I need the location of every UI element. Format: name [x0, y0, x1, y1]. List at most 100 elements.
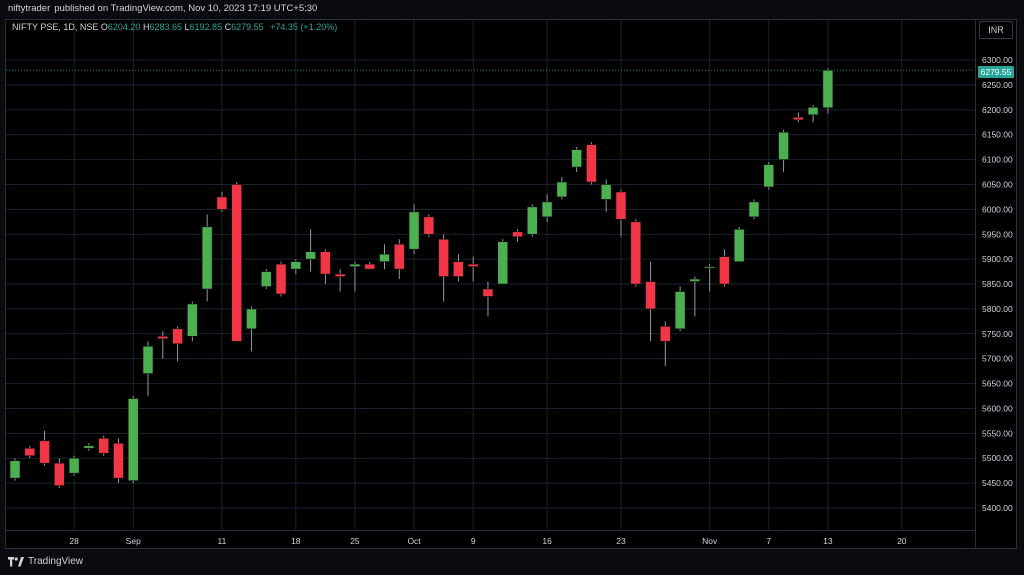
candle[interactable]	[541, 194, 553, 222]
candle-body	[68, 457, 80, 474]
candle[interactable]	[275, 261, 287, 297]
candle[interactable]	[778, 129, 789, 173]
candle[interactable]	[408, 204, 420, 255]
symbol-label[interactable]: NIFTY PSE, 1D, NSE	[12, 22, 99, 32]
y-tick-label: 5950.00	[982, 229, 1013, 239]
candle-body	[290, 261, 302, 270]
currency-button[interactable]: INR	[979, 21, 1013, 39]
candle[interactable]	[630, 219, 642, 287]
candle[interactable]	[793, 112, 804, 123]
candle-body	[98, 438, 109, 454]
candle[interactable]	[556, 177, 568, 200]
candle[interactable]	[482, 281, 494, 317]
candle-body	[216, 196, 228, 210]
candle[interactable]	[260, 269, 272, 290]
candle[interactable]	[305, 229, 316, 272]
candle[interactable]	[68, 455, 80, 476]
candle[interactable]	[571, 147, 582, 173]
chart-legend: NIFTY PSE, 1D, NSE O6204.20 H6283.65 L61…	[12, 22, 337, 32]
candle[interactable]	[645, 261, 656, 342]
candle[interactable]	[54, 458, 65, 489]
candle-body	[260, 271, 272, 287]
candle[interactable]	[719, 249, 730, 287]
candle[interactable]	[822, 68, 834, 114]
candle[interactable]	[320, 249, 331, 285]
tradingview-logo-icon[interactable]	[8, 556, 24, 567]
candle[interactable]	[586, 142, 597, 185]
y-tick-label: 5400.00	[982, 503, 1013, 513]
candle[interactable]	[349, 261, 361, 292]
candle-body	[822, 69, 834, 109]
candle[interactable]	[526, 204, 538, 237]
candle[interactable]	[231, 182, 242, 342]
candle[interactable]	[674, 286, 686, 332]
candle-body	[423, 216, 435, 235]
candle-body	[571, 149, 582, 168]
candle[interactable]	[364, 261, 376, 270]
candle-body	[645, 281, 656, 310]
candle[interactable]	[216, 191, 228, 212]
candle[interactable]	[142, 341, 154, 397]
candle[interactable]	[246, 306, 257, 352]
candle[interactable]	[127, 396, 139, 484]
candle[interactable]	[393, 239, 405, 280]
candle-body	[157, 335, 169, 340]
candle[interactable]	[423, 214, 435, 237]
candle[interactable]	[290, 259, 302, 275]
y-tick-label: 5650.00	[982, 379, 1013, 389]
candle[interactable]	[512, 229, 523, 242]
candle-body	[142, 345, 154, 374]
candle-body	[733, 228, 745, 262]
candle-body	[807, 107, 819, 116]
candle[interactable]	[748, 199, 760, 220]
candle[interactable]	[187, 301, 198, 342]
low-label: L	[184, 22, 190, 32]
candle[interactable]	[600, 179, 612, 212]
candle[interactable]	[334, 269, 346, 292]
y-tick-label: 5700.00	[982, 354, 1013, 364]
candle[interactable]	[24, 445, 36, 459]
close-value: 6279.55	[231, 22, 264, 32]
candle[interactable]	[438, 234, 449, 302]
candle-body	[364, 263, 376, 270]
candle[interactable]	[157, 331, 169, 359]
footer-brand[interactable]: TradingView	[28, 556, 84, 567]
candle[interactable]	[83, 443, 95, 451]
candle[interactable]	[704, 264, 715, 292]
x-tick-label: Sep	[126, 536, 141, 546]
candle[interactable]	[467, 256, 479, 282]
high-label: H	[142, 22, 150, 32]
candle-body	[9, 460, 21, 479]
candle-body	[467, 263, 479, 267]
candle[interactable]	[453, 254, 464, 282]
candle[interactable]	[113, 438, 124, 484]
candle[interactable]	[201, 214, 213, 302]
author-name[interactable]: niftytrader	[8, 3, 51, 14]
candle-body	[172, 328, 183, 345]
x-tick-label: 18	[291, 536, 301, 546]
candle[interactable]	[379, 244, 390, 270]
x-tick-label: 23	[616, 536, 626, 546]
y-tick-label: 5550.00	[982, 428, 1013, 438]
y-tick-label: 5450.00	[982, 478, 1013, 488]
y-tick-label: 6300.00	[982, 55, 1013, 65]
publish-text: published on TradingView.com, Nov 10, 20…	[54, 3, 318, 14]
candle[interactable]	[689, 276, 701, 317]
candle[interactable]	[497, 239, 509, 285]
open-label: O	[100, 22, 108, 32]
candle[interactable]	[9, 458, 21, 481]
candle[interactable]	[172, 326, 183, 362]
candle-body	[704, 266, 715, 269]
candle[interactable]	[733, 226, 745, 262]
candle-body	[320, 251, 331, 275]
candle[interactable]	[615, 189, 627, 237]
candle[interactable]	[98, 435, 109, 456]
candle-body	[187, 303, 198, 337]
candle[interactable]	[39, 430, 50, 466]
candle[interactable]	[660, 321, 671, 367]
candle[interactable]	[807, 104, 819, 123]
candle[interactable]	[763, 162, 775, 190]
publish-info: niftytrader published on TradingView.com,…	[8, 3, 321, 14]
open-value: 6204.20	[107, 22, 141, 32]
